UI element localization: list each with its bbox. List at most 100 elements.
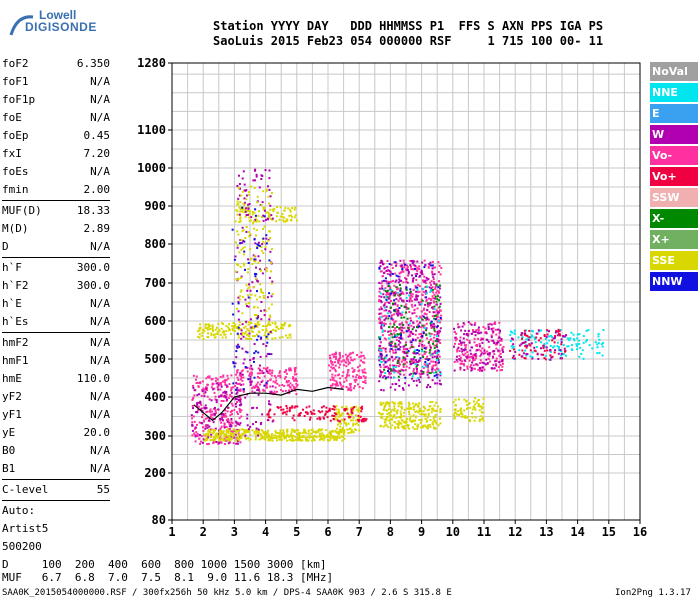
param-value: N/A [90, 165, 110, 178]
data-point [433, 314, 435, 317]
data-point [277, 406, 280, 409]
data-point [399, 421, 402, 424]
data-point [546, 329, 549, 332]
data-point [438, 417, 441, 420]
data-point [192, 415, 195, 418]
data-point [381, 357, 384, 360]
data-point [295, 385, 298, 388]
data-point [348, 383, 351, 386]
data-point [327, 439, 330, 442]
data-point [406, 424, 408, 427]
data-point [387, 317, 390, 320]
data-point [349, 427, 352, 430]
data-point [407, 271, 410, 273]
data-point [393, 299, 396, 302]
data-point [262, 432, 265, 435]
data-point [424, 317, 427, 320]
data-point [385, 298, 388, 301]
data-point [285, 380, 288, 383]
data-point [552, 346, 554, 349]
data-point [256, 317, 259, 320]
data-point [248, 213, 251, 216]
data-point [228, 328, 231, 331]
data-point [262, 237, 265, 240]
data-point [237, 396, 240, 398]
data-point [436, 367, 438, 370]
data-point [191, 417, 193, 420]
data-point [207, 323, 210, 326]
data-point [362, 420, 365, 423]
data-point [206, 388, 208, 391]
data-point [234, 430, 237, 433]
data-point [348, 353, 351, 356]
data-point [428, 332, 431, 335]
data-point [214, 379, 217, 382]
data-point [339, 377, 342, 380]
param-row: foE N/A [2, 109, 110, 127]
data-point [572, 338, 575, 341]
data-point [391, 401, 394, 404]
data-point [343, 431, 346, 433]
data-point [218, 439, 221, 442]
data-point [431, 315, 434, 318]
data-point [358, 406, 361, 409]
data-point [256, 219, 259, 222]
data-point [197, 381, 200, 384]
data-point [267, 218, 269, 221]
data-point [420, 300, 423, 303]
data-point [204, 417, 207, 420]
data-point [267, 434, 270, 436]
data-point [540, 347, 542, 350]
legend-entry: Vo+ [650, 167, 698, 186]
data-point [435, 303, 438, 306]
data-point [390, 340, 393, 343]
data-point [403, 356, 406, 359]
distance-row: D 100 200 400 600 800 1000 1500 3000 [km… [2, 558, 327, 571]
data-point [425, 351, 428, 354]
data-point [427, 305, 430, 308]
data-point [416, 295, 419, 298]
data-point [285, 334, 287, 337]
data-point [337, 357, 340, 360]
data-point [484, 327, 487, 330]
data-point [474, 354, 477, 357]
data-point [425, 329, 427, 332]
data-point [266, 341, 269, 344]
data-point [410, 265, 412, 268]
data-point [243, 189, 246, 192]
data-point [249, 359, 252, 362]
data-point [435, 373, 438, 376]
data-point [241, 332, 244, 334]
data-point [259, 283, 262, 286]
data-point [287, 207, 290, 210]
data-point [303, 435, 306, 438]
data-point [237, 435, 240, 438]
data-point [257, 375, 259, 378]
data-point [246, 366, 249, 369]
data-point [384, 302, 386, 305]
data-point [238, 321, 241, 324]
data-point [265, 355, 268, 358]
data-point [196, 402, 198, 405]
data-point [194, 426, 197, 429]
data-point [432, 360, 435, 363]
data-point [431, 273, 434, 276]
data-point [316, 417, 319, 420]
data-point [228, 421, 231, 424]
data-point [399, 259, 402, 262]
data-point [461, 413, 464, 416]
data-point [266, 386, 268, 389]
data-point [419, 373, 422, 376]
data-point [602, 329, 605, 331]
data-point [393, 402, 396, 405]
data-point [492, 327, 495, 330]
data-point [397, 275, 400, 278]
data-point [209, 415, 212, 418]
data-point [417, 404, 420, 407]
data-point [219, 427, 222, 430]
data-point [429, 386, 432, 388]
legend-entry: SSW [650, 188, 698, 207]
data-point [400, 422, 403, 425]
data-point [245, 214, 248, 216]
data-point [388, 419, 391, 422]
